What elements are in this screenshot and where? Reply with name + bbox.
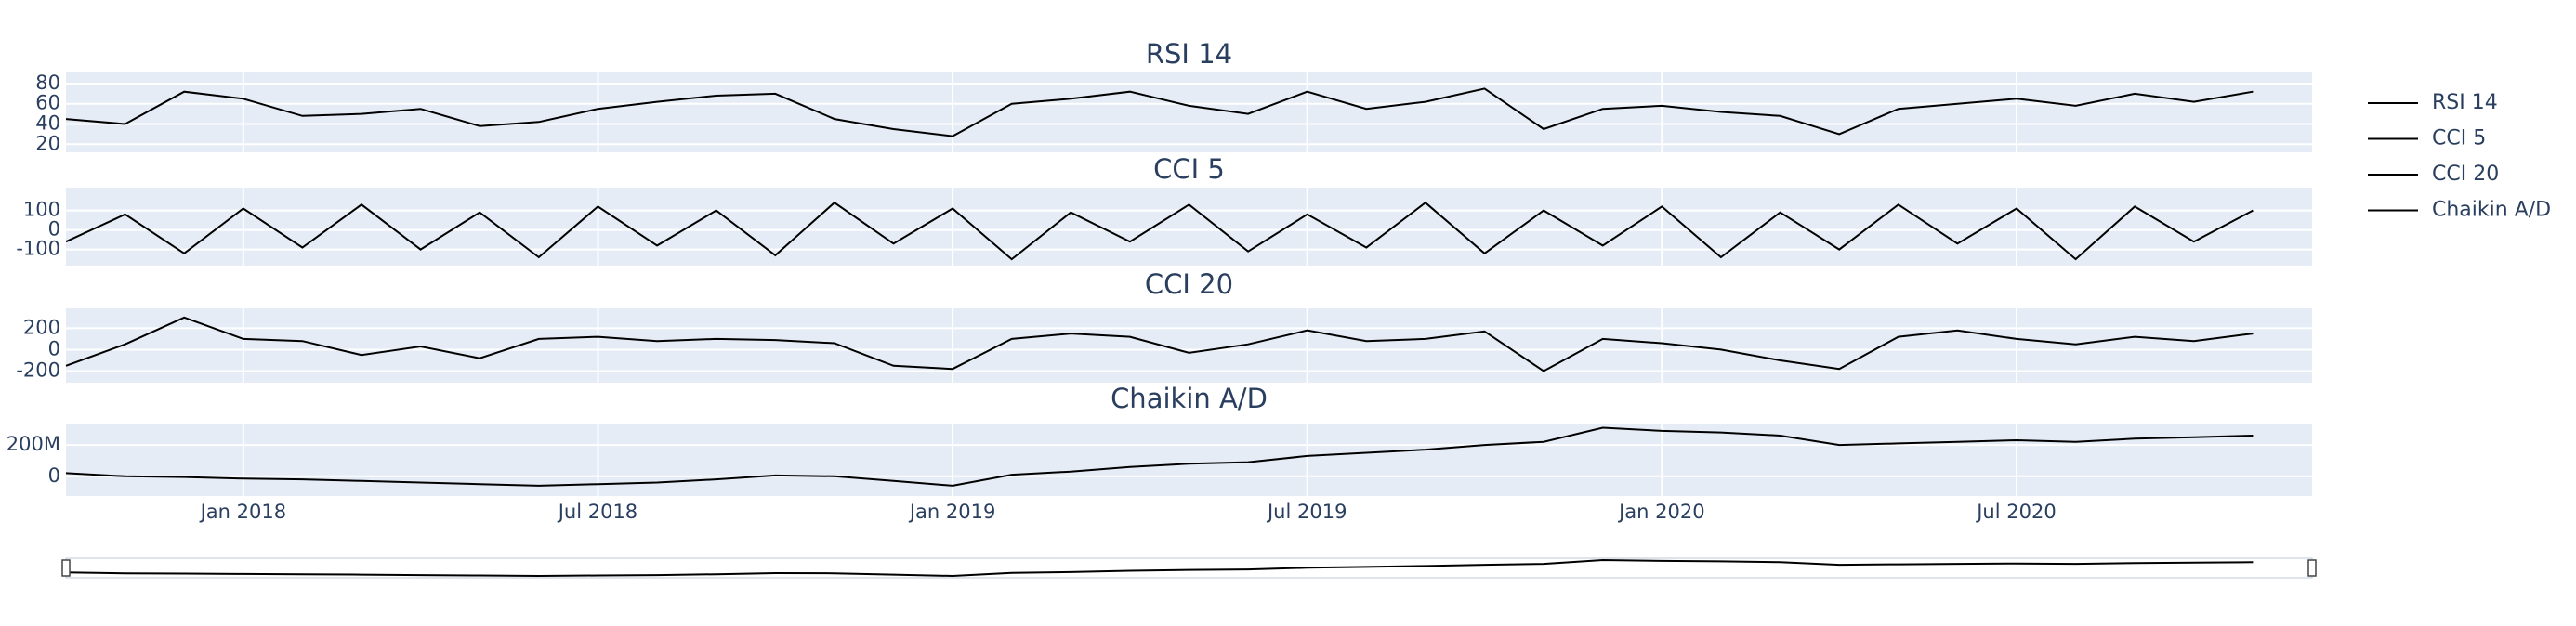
legend-label: RSI 14 xyxy=(2432,91,2498,114)
y-tick-label: 40 xyxy=(35,112,60,135)
series-line xyxy=(65,87,2254,137)
subplot-title: CCI 20 xyxy=(1145,268,1233,300)
y-tick-label: 0 xyxy=(48,218,60,241)
y-tick-label: -100 xyxy=(16,238,60,260)
y-tick-label: 100 xyxy=(23,199,60,221)
series-line xyxy=(65,201,2254,261)
rangeslider-line xyxy=(65,558,2254,578)
plot-background xyxy=(66,72,2312,152)
x-tick-label: Jan 2019 xyxy=(908,501,996,523)
rangeslider-handle[interactable] xyxy=(61,559,71,577)
y-tick-label: 0 xyxy=(48,337,60,359)
series-line xyxy=(65,426,2254,487)
subplot-title: CCI 5 xyxy=(1153,153,1225,185)
y-tick-label: 20 xyxy=(35,132,60,154)
legend-label: Chaikin A/D xyxy=(2432,199,2551,222)
legend-label: CCI 20 xyxy=(2432,163,2499,186)
y-tick-label: 200M xyxy=(7,433,60,455)
subplot-title: RSI 14 xyxy=(1146,38,1232,70)
x-tick-label: Jul 2020 xyxy=(1975,501,2056,523)
x-tick-label: Jan 2018 xyxy=(199,501,287,523)
x-tick-label: Jul 2018 xyxy=(557,501,637,523)
y-tick-label: 80 xyxy=(35,72,60,94)
y-tick-label: -200 xyxy=(16,359,60,382)
x-tick-label: Jul 2019 xyxy=(1266,501,1347,523)
y-tick-label: 60 xyxy=(35,92,60,114)
series-line xyxy=(65,316,2254,372)
subplot-title: Chaikin A/D xyxy=(1111,383,1268,414)
y-tick-label: 200 xyxy=(23,316,60,338)
y-tick-label: 0 xyxy=(48,464,60,487)
legend-label: CCI 5 xyxy=(2432,127,2486,150)
plot-background xyxy=(66,188,2312,266)
x-tick-label: Jan 2020 xyxy=(1617,501,1705,523)
rangeslider-handle[interactable] xyxy=(2307,559,2317,577)
plot-background xyxy=(66,424,2312,496)
